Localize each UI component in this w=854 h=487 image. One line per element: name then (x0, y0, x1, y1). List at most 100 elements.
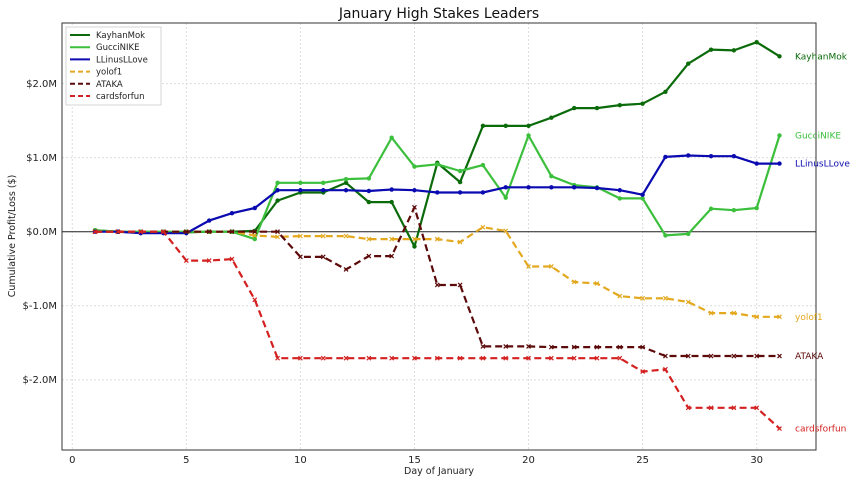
y-tick-label: $-1.0M (22, 301, 57, 312)
y-tick-label: $2.0M (26, 79, 57, 90)
x-tick-label: 5 (183, 455, 189, 466)
data-point (252, 236, 257, 242)
data-point (206, 229, 212, 235)
data-point (320, 233, 326, 239)
data-point (252, 297, 258, 303)
data-point (412, 204, 417, 210)
data-point (731, 48, 737, 53)
series-GucciNIKE (92, 133, 782, 242)
data-point (708, 47, 714, 52)
data-point (275, 188, 280, 193)
data-point (640, 196, 645, 201)
data-point (754, 405, 760, 411)
data-point (617, 344, 623, 350)
data-point (298, 188, 303, 193)
data-point (777, 133, 782, 138)
series-line (95, 134, 781, 241)
legend-label-cardsforfun: cardsforfun (96, 92, 145, 102)
data-point (252, 229, 258, 235)
data-point (343, 180, 349, 186)
data-point (640, 369, 646, 374)
end-label-KayhanMok: KayhanMok (795, 52, 848, 62)
data-point (321, 180, 326, 186)
end-label-LLinusLLove: LLinusLLove (795, 160, 850, 170)
data-point (229, 256, 235, 262)
data-point (777, 353, 782, 359)
data-point (731, 353, 737, 359)
data-point (594, 105, 600, 111)
data-point (663, 154, 668, 160)
data-point (526, 133, 531, 138)
end-labels: KayhanMok GucciNIKE LLinusLLove yolof1 ATAKA… (795, 52, 850, 434)
data-point (685, 353, 691, 359)
data-point (594, 281, 600, 286)
data-point (640, 101, 645, 106)
data-point (571, 105, 577, 111)
data-point (480, 123, 486, 129)
x-tick-label: 10 (294, 455, 307, 466)
data-point (617, 102, 623, 108)
data-point (412, 236, 417, 242)
data-point (275, 198, 280, 203)
data-point (594, 185, 600, 191)
data-point (503, 185, 508, 190)
data-point (389, 355, 395, 361)
data-point (434, 355, 440, 361)
data-point (457, 179, 463, 185)
chart-title: January High Stakes Leaders (338, 6, 539, 22)
data-point (754, 40, 759, 45)
data-point (252, 232, 258, 238)
data-point (686, 153, 691, 158)
data-point (731, 405, 737, 411)
data-point (275, 180, 280, 186)
data-point (777, 426, 782, 431)
data-point (754, 205, 759, 211)
data-point (297, 254, 303, 260)
legend: KayhanMok GucciNIKE LLinusLLove yolof1 ATAKA… (65, 26, 162, 106)
data-point (731, 154, 737, 159)
data-point (708, 154, 714, 159)
data-point (298, 180, 303, 186)
y-tick-label: $0.0M (26, 227, 57, 238)
data-point (206, 258, 212, 263)
data-point (457, 190, 463, 195)
data-point (434, 282, 440, 288)
data-point (343, 355, 349, 361)
data-point (777, 54, 782, 59)
data-point (594, 344, 600, 350)
data-point (686, 231, 691, 237)
legend-box (65, 26, 162, 106)
data-point (526, 123, 531, 129)
data-point (389, 199, 394, 205)
data-point (457, 168, 463, 174)
data-point (412, 188, 417, 193)
data-point (434, 236, 440, 242)
data-point (480, 355, 486, 361)
data-point (115, 229, 121, 235)
data-point (594, 355, 600, 361)
data-point (480, 343, 486, 349)
series-line (95, 230, 781, 430)
data-point (320, 355, 326, 361)
series-line (95, 226, 780, 318)
data-point (320, 254, 326, 260)
x-tick-label: 25 (636, 455, 649, 466)
data-point (366, 355, 372, 361)
data-point (297, 355, 303, 361)
end-label-GucciNIKE: GucciNIKE (795, 131, 841, 141)
data-point (503, 343, 509, 349)
data-point (92, 229, 98, 235)
end-label-ATAKA: ATAKA (795, 352, 824, 362)
legend-label-LLinusLLove: LLinusLLove (96, 55, 148, 65)
data-point (480, 190, 486, 195)
y-tick-label: $1.0M (26, 153, 57, 164)
data-point (366, 199, 372, 205)
series-yolof1 (92, 224, 782, 320)
data-point (275, 234, 281, 240)
data-point (640, 192, 645, 197)
data-point (503, 355, 509, 361)
y-tick-label: $-2.0M (22, 375, 57, 386)
data-point (708, 310, 714, 316)
data-point (548, 344, 554, 350)
